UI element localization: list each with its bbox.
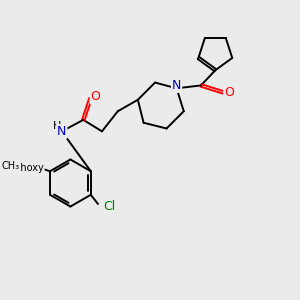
Text: N: N [172, 79, 181, 92]
Text: O: O [91, 90, 100, 104]
Text: Cl: Cl [103, 200, 116, 213]
Text: N: N [57, 125, 67, 138]
Text: methoxy: methoxy [1, 163, 44, 173]
Text: CH₃: CH₃ [2, 161, 20, 171]
Text: O: O [26, 161, 36, 174]
Text: H: H [52, 121, 61, 131]
Text: O: O [224, 86, 234, 99]
